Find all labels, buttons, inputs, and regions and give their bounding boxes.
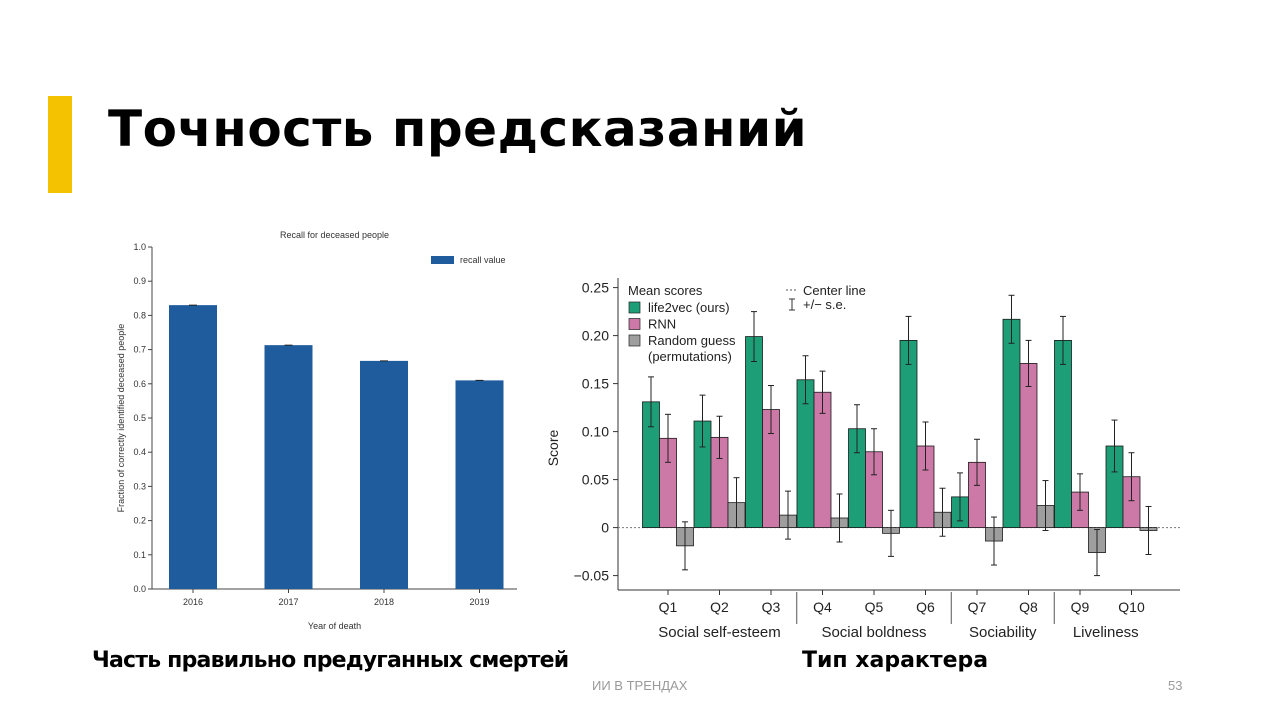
- legend-center-line-label: Center line: [803, 283, 866, 298]
- legend-label: recall value: [460, 255, 506, 265]
- bar: [455, 380, 504, 589]
- y-tick-label: 0.25: [582, 280, 609, 296]
- y-axis-label: Score: [545, 430, 561, 467]
- y-tick-label: 0.4: [133, 447, 146, 457]
- slide-title: Точность предсказаний: [108, 100, 808, 158]
- bar: [360, 360, 408, 589]
- group-label: Liveliness: [1073, 624, 1139, 641]
- y-axis-label: Fraction of correctly identified decease…: [116, 324, 126, 513]
- group-label: Social self-esteem: [658, 624, 781, 641]
- x-tick-label: Q8: [1019, 599, 1038, 615]
- x-tick-label: Q10: [1118, 599, 1145, 615]
- x-tick-label: Q1: [659, 599, 678, 615]
- y-tick-label: 0.1: [133, 550, 146, 560]
- y-tick-label: 0.5: [133, 413, 146, 423]
- y-tick-label: 0.15: [582, 376, 609, 392]
- legend-swatch: [628, 318, 641, 330]
- bar: [745, 336, 763, 528]
- page-number: 53: [1168, 678, 1183, 693]
- bar: [1019, 363, 1038, 529]
- legend-swatch: [628, 301, 641, 314]
- x-tick-label: Q2: [710, 599, 729, 615]
- y-tick-label: 1.0: [133, 242, 146, 252]
- x-tick-label: 2017: [278, 597, 298, 607]
- x-tick-label: Q7: [968, 599, 987, 615]
- y-tick-label: 0.8: [133, 310, 146, 320]
- y-tick-label: 0.7: [133, 345, 146, 355]
- legend-swatch: [431, 256, 454, 264]
- y-tick-label: 0.20: [582, 328, 609, 344]
- x-tick-label: Q5: [865, 599, 884, 615]
- legend-swatch: [628, 334, 641, 347]
- y-tick-label: −0.05: [574, 568, 610, 584]
- x-tick-label: Q9: [1071, 599, 1090, 615]
- y-tick-label: 0.0: [133, 584, 146, 594]
- legend-se-label: +/− s.e.: [803, 297, 846, 312]
- x-tick-label: 2016: [183, 597, 203, 607]
- legend-title: Mean scores: [628, 283, 703, 298]
- legend-label: life2vec (ours): [648, 300, 730, 315]
- legend-label-continued: (permutations): [648, 349, 732, 364]
- bar: [1002, 318, 1021, 529]
- group-label: Sociability: [969, 624, 1037, 641]
- legend-label: Random guess: [648, 333, 736, 348]
- bar: [1054, 339, 1072, 528]
- x-axis-label: Year of death: [308, 621, 361, 631]
- y-tick-label: 0.05: [582, 472, 609, 488]
- caption-deaths: Часть правильно предуганных смертей: [92, 648, 569, 673]
- chart-title: Recall for deceased people: [280, 230, 389, 240]
- caption-personality: Тип характера: [802, 648, 989, 673]
- bar: [169, 305, 217, 589]
- x-tick-label: Q4: [813, 599, 832, 615]
- y-tick-label: 0.9: [133, 276, 146, 286]
- y-tick-label: 0.2: [133, 516, 146, 526]
- x-tick-label: 2018: [374, 597, 394, 607]
- bar: [264, 345, 313, 589]
- y-tick-label: 0.3: [133, 481, 146, 491]
- footer-label: ИИ В ТРЕНДАХ: [592, 678, 688, 693]
- y-tick-label: 0.6: [133, 379, 146, 389]
- x-tick-label: Q6: [916, 599, 935, 615]
- x-tick-label: Q3: [762, 599, 781, 615]
- x-tick-label: 2019: [469, 597, 489, 607]
- legend-label: RNN: [648, 317, 676, 332]
- group-label: Social boldness: [821, 624, 926, 641]
- title-accent-bar: [48, 96, 72, 193]
- y-tick-label: 0.10: [582, 424, 609, 440]
- y-tick-label: 0: [601, 520, 609, 536]
- bar: [899, 339, 918, 528]
